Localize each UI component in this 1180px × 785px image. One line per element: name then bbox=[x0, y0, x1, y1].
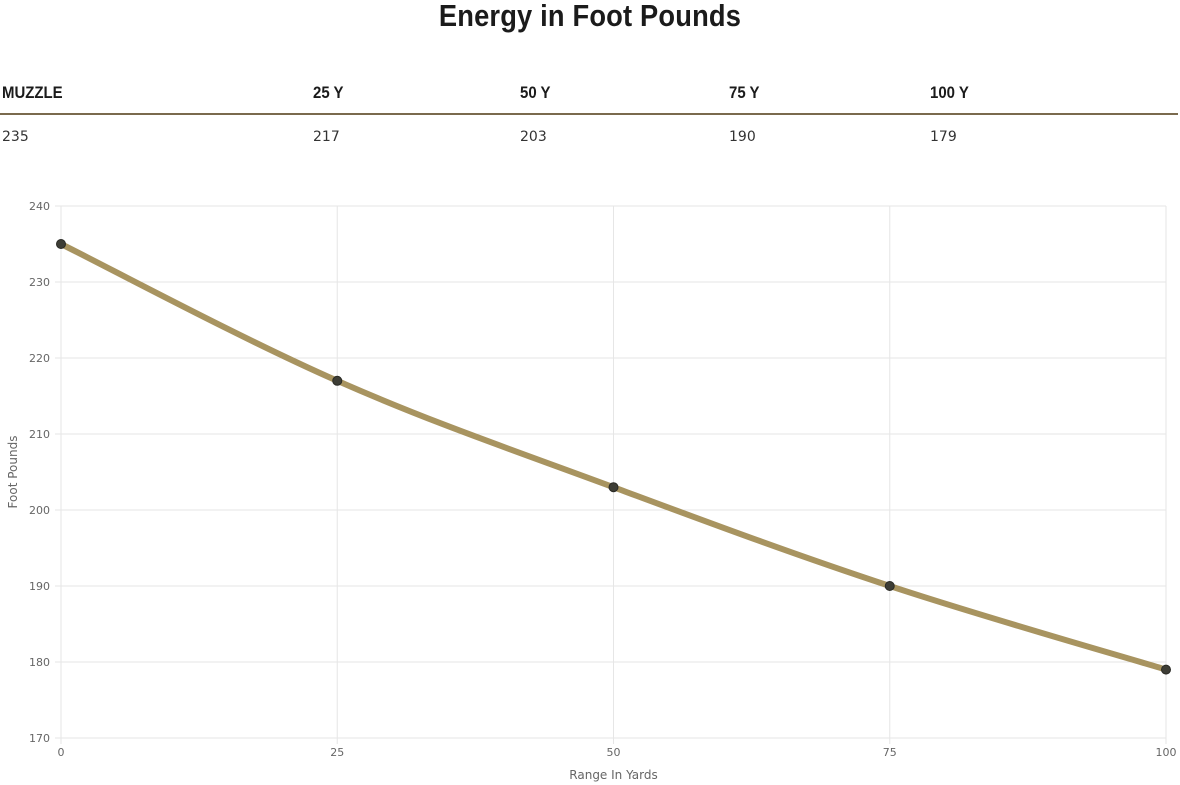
table-header-75y: 75 Y bbox=[729, 83, 760, 102]
chart-title: Energy in Foot Pounds bbox=[438, 0, 742, 33]
table-header-100y: 100 Y bbox=[930, 83, 969, 102]
data-point bbox=[56, 239, 66, 249]
x-tick-label: 0 bbox=[58, 746, 65, 759]
x-axis-title: Range In Yards bbox=[569, 768, 657, 782]
y-tick-label: 210 bbox=[29, 428, 50, 441]
data-point bbox=[884, 581, 895, 591]
x-tick-label: 75 bbox=[883, 746, 897, 759]
table-header-25y: 25 Y bbox=[313, 83, 344, 102]
table-value-muzzle: 235 bbox=[2, 129, 29, 145]
y-tick-label: 190 bbox=[29, 580, 50, 593]
table-value-25y: 217 bbox=[313, 129, 340, 145]
y-axis-title: Foot Pounds bbox=[6, 436, 20, 509]
table-value-50y: 203 bbox=[520, 129, 547, 145]
data-point bbox=[608, 482, 619, 493]
y-tick-label: 170 bbox=[29, 732, 50, 745]
table-header-50y: 50 Y bbox=[520, 83, 551, 102]
y-tick-label: 220 bbox=[29, 352, 50, 365]
x-tick-label: 25 bbox=[330, 746, 344, 759]
x-tick-label: 50 bbox=[607, 746, 621, 759]
data-point bbox=[1161, 664, 1171, 675]
data-point bbox=[332, 375, 343, 386]
y-tick-label: 230 bbox=[29, 276, 50, 289]
table-header-muzzle: MUZZLE bbox=[2, 83, 63, 102]
table-header-divider bbox=[0, 113, 1178, 115]
table-value-75y: 190 bbox=[729, 129, 756, 145]
table-value-100y: 179 bbox=[930, 129, 957, 145]
y-tick-label: 240 bbox=[29, 200, 50, 213]
y-tick-label: 180 bbox=[29, 656, 50, 669]
x-tick-label: 100 bbox=[1156, 746, 1177, 759]
y-tick-label: 200 bbox=[29, 504, 50, 517]
